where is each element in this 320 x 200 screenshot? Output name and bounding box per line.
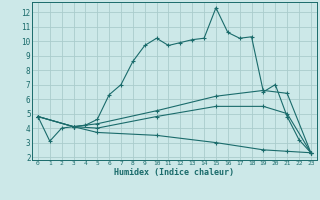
X-axis label: Humidex (Indice chaleur): Humidex (Indice chaleur) — [115, 168, 234, 177]
